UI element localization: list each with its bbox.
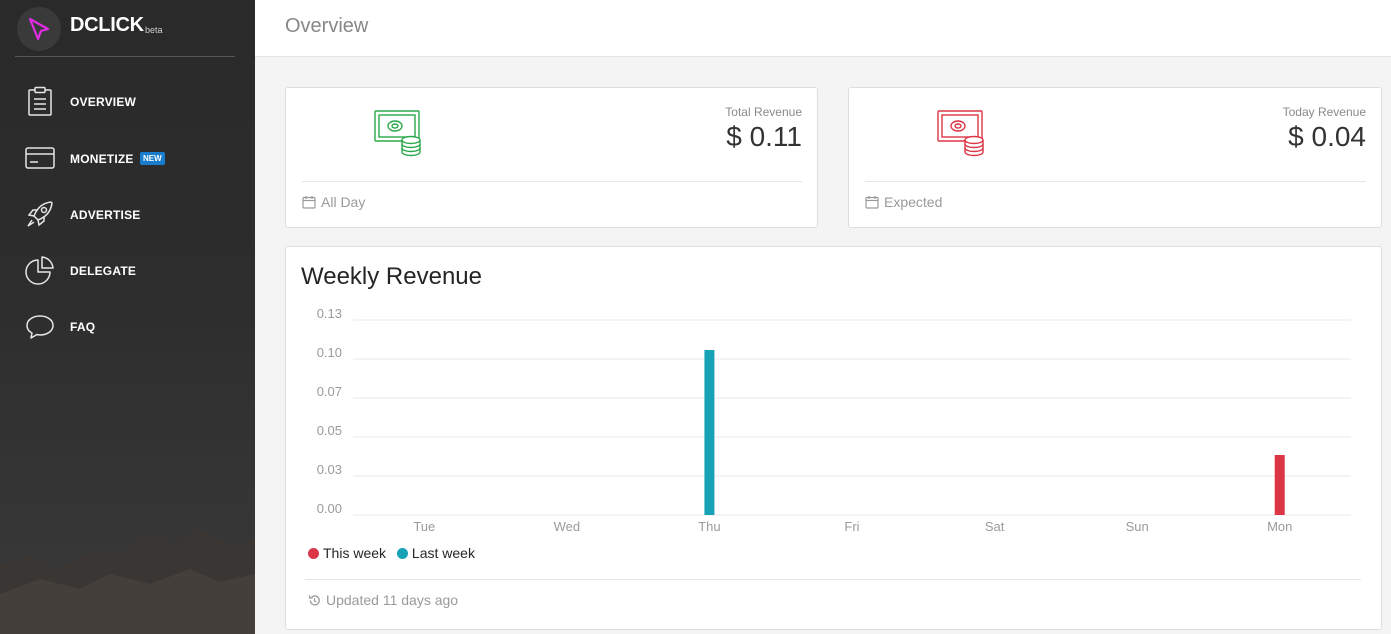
chart-footer-text: Updated 11 days ago [326,592,459,608]
brand-name: DCLICK [70,14,144,36]
y-tick-label: 0.00 [317,501,342,516]
money-coins-icon [374,110,421,157]
sidebar-item-monetize[interactable]: MONETIZE NEW [0,138,255,178]
chat-bubble-icon [26,315,54,339]
bar-this-week [1274,455,1285,515]
calendar-icon [302,196,316,209]
sidebar: DCLICK beta OVERVIEW MONETIZE NEW A [0,0,255,634]
legend-label: This week [323,545,387,561]
card-footer: Expected [865,194,942,210]
x-tick-label: Sat [985,519,1005,534]
weekly-revenue-card: Weekly Revenue 0.13 0.10 0.07 0.05 0.03 0.00 T… [285,246,1382,630]
chart-legend: This week Last week [308,545,482,561]
legend-dot [308,548,319,559]
y-tick-label: 0.13 [317,306,342,321]
sidebar-item-label: DELEGATE [70,264,137,278]
stat-category: Today Revenue [1282,105,1366,119]
page-title: Overview [285,15,369,37]
sidebar-item-delegate[interactable]: DELEGATE [0,250,255,290]
stat-value: $ 0.11 [726,121,802,152]
x-tick-label: Fri [844,519,859,534]
divider [865,181,1366,182]
legend-dot [396,548,408,559]
y-tick-label: 0.07 [317,384,342,399]
mountain-background [0,529,255,634]
brand[interactable]: DCLICK beta [0,0,255,56]
x-tick-label: Sun [1126,519,1149,534]
sidebar-item-advertise[interactable]: ADVERTISE [0,194,255,234]
y-tick-label: 0.05 [317,423,342,438]
pie-chart-icon [25,256,54,285]
sidebar-item-label: OVERVIEW [70,95,137,109]
card-footer: All Day [302,194,365,210]
card-footer-text: All Day [321,194,366,210]
cursor-logo-icon [28,17,50,41]
stat-value: $ 0.04 [1288,121,1366,152]
divider [15,56,235,57]
card-footer-text: Expected [884,194,943,210]
logo[interactable] [17,7,61,51]
top-navbar: Overview [255,0,1391,57]
legend-label: Last week [411,545,475,561]
chart-title: Weekly Revenue [301,263,482,290]
total-revenue-card: Total Revenue $ 0.11 All Day [285,87,818,228]
new-badge: NEW [140,152,165,165]
sidebar-item-faq[interactable]: FAQ [0,306,255,346]
legend-item-last-week: Last week [396,545,475,561]
money-coins-icon [937,110,984,157]
stat-category: Total Revenue [725,105,802,119]
x-tick-label: Mon [1267,519,1292,534]
sidebar-item-label: ADVERTISE [70,208,141,222]
sidebar-item-label: FAQ [70,320,96,334]
x-tick-label: Thu [698,519,720,534]
credit-card-icon [25,147,55,169]
legend-item-this-week: This week [308,545,386,561]
y-tick-label: 0.10 [317,345,342,360]
sidebar-item-overview[interactable]: OVERVIEW [0,81,255,121]
chart-footer: Updated 11 days ago [308,592,458,608]
today-revenue-card: Today Revenue $ 0.04 Expected [848,87,1382,228]
bar-last-week [704,350,715,515]
rocket-icon [27,201,53,227]
history-icon [308,595,320,606]
divider [305,579,1361,580]
x-tick-label: Tue [413,519,435,534]
weekly-revenue-chart: 0.13 0.10 0.07 0.05 0.03 0.00 Tue Wed Thu Fri Sat S… [317,306,1351,534]
y-tick-label: 0.03 [317,462,342,477]
sidebar-item-label: MONETIZE [70,152,134,166]
x-tick-label: Wed [554,519,581,534]
clipboard-icon [28,86,52,116]
divider [302,181,802,182]
calendar-icon [865,196,879,209]
brand-beta-label: beta [145,25,163,35]
